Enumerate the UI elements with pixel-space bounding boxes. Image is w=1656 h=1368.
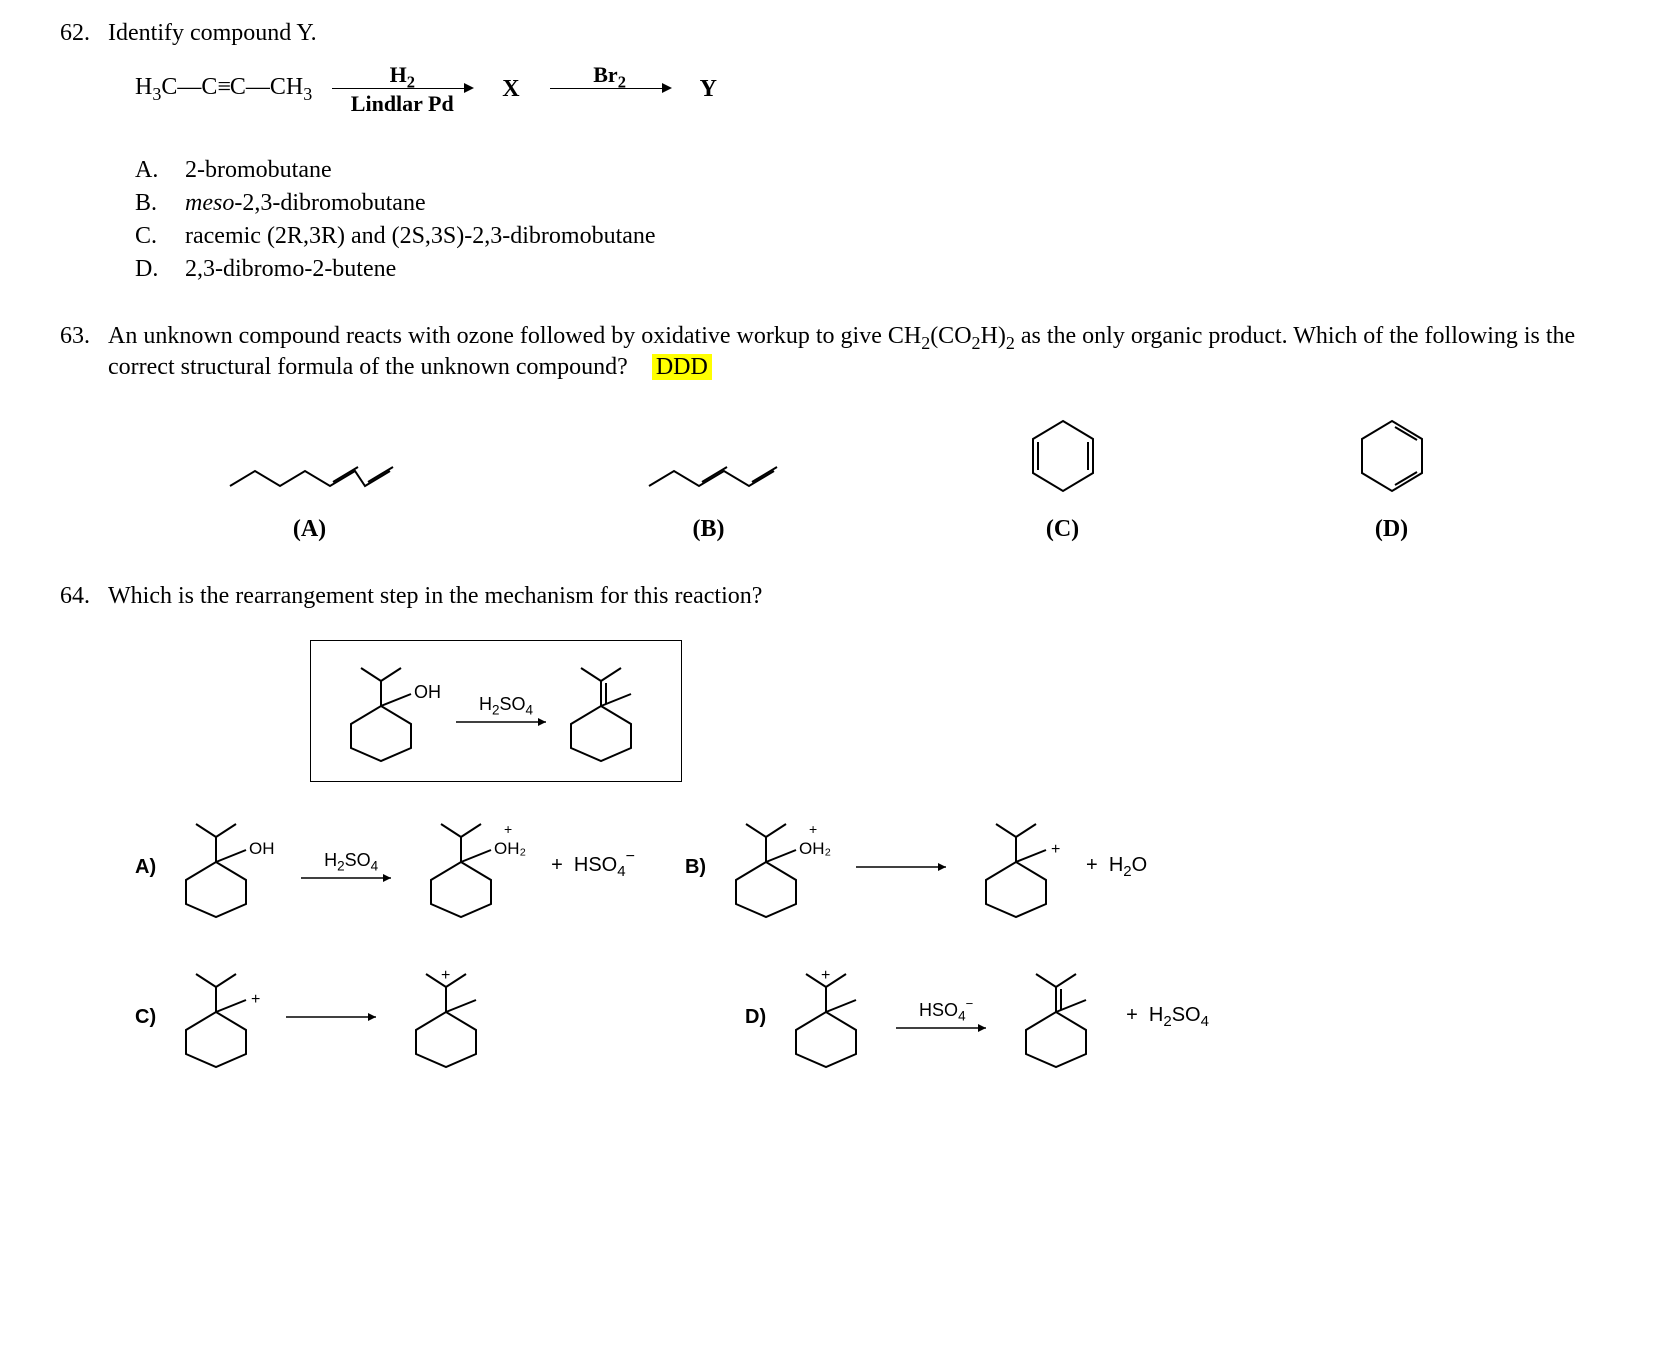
opt-a-product-icon: OH₂ + — [416, 812, 536, 922]
option-c: C. racemic (2R,3R) and (2S,3S)-2,3-dibro… — [135, 223, 1596, 250]
q64-option-b: B) OH₂ + — [685, 812, 1147, 922]
diene-a-icon — [220, 451, 400, 501]
opt-a-arrow: H2SO4 — [301, 850, 401, 884]
question-63: 63. An unknown compound reacts with ozon… — [60, 323, 1596, 543]
reactant: H3C—C≡C—CH3 — [135, 74, 312, 105]
q62-header: 62. Identify compound Y. — [60, 20, 1596, 47]
option-a: A. 2-bromobutane — [135, 157, 1596, 184]
q62-title: Identify compound Y. — [108, 20, 1596, 47]
structure-c: (C) — [1018, 411, 1108, 543]
structure-b: (B) — [639, 451, 779, 543]
q62-reaction: H3C—C≡C—CH3 H2 Lindlar Pd X Br2 Y — [135, 62, 1596, 117]
q62-options: A. 2-bromobutane B. meso-2,3-dibromobuta… — [135, 157, 1596, 283]
q64-option-d: D) + HSO4− — [745, 962, 1209, 1072]
opt-d-reactant-icon: + — [781, 962, 881, 1072]
q64-reaction-box: OH H2SO4 — [310, 640, 682, 782]
opt-b-arrow — [856, 861, 956, 873]
svg-text:+: + — [1051, 841, 1060, 858]
svg-text:+: + — [441, 967, 450, 984]
q64-number: 64. — [60, 583, 90, 610]
opt-a-reactant-icon: OH — [171, 812, 286, 922]
q63-header: 63. An unknown compound reacts with ozon… — [60, 323, 1596, 381]
opt-b-product-icon: + — [971, 812, 1071, 922]
question-62: 62. Identify compound Y. H3C—C≡C—CH3 H2 … — [60, 20, 1596, 283]
opt-d-arrow: HSO4− — [896, 1000, 996, 1034]
q62-number: 62. — [60, 20, 90, 47]
opt-b-extra: + H2O — [1086, 854, 1147, 880]
arrow-1: H2 Lindlar Pd — [332, 62, 472, 117]
box-arrow: H2SO4 — [456, 694, 556, 728]
question-64: 64. Which is the rearrangement step in t… — [60, 583, 1596, 1072]
option-b: B. meso-2,3-dibromobutane — [135, 190, 1596, 217]
intermediate-x: X — [502, 76, 519, 103]
q64-options: A) OH H2SO4 — [135, 812, 1596, 1072]
opt-c-arrow — [286, 1011, 386, 1023]
svg-text:+: + — [504, 821, 512, 837]
structure-a: (A) — [220, 451, 400, 543]
q63-structures: (A) (B) (C) (D) — [100, 411, 1556, 543]
cyclohexadiene-d-icon — [1347, 411, 1437, 501]
cyclohexadiene-c-icon — [1018, 411, 1108, 501]
opt-c-product-icon: + — [401, 962, 501, 1072]
svg-text:OH₂: OH₂ — [799, 839, 831, 858]
svg-text:+: + — [821, 967, 830, 984]
opt-d-product-icon — [1011, 962, 1111, 1072]
q64-header: 64. Which is the rearrangement step in t… — [60, 583, 1596, 610]
svg-text:OH: OH — [414, 682, 441, 702]
product-structure-icon — [556, 656, 656, 766]
svg-text:OH: OH — [249, 839, 275, 858]
q63-number: 63. — [60, 323, 90, 350]
option-d: D. 2,3-dibromo-2-butene — [135, 256, 1596, 283]
svg-text:+: + — [809, 821, 817, 837]
diene-b-icon — [639, 451, 779, 501]
q64-row-1: A) OH H2SO4 — [135, 812, 1596, 922]
opt-c-reactant-icon: + — [171, 962, 271, 1072]
q64-text: Which is the rearrangement step in the m… — [108, 583, 1596, 610]
highlight-ddd: DDD — [652, 354, 712, 380]
opt-b-reactant-icon: OH₂ + — [721, 812, 841, 922]
q63-text: An unknown compound reacts with ozone fo… — [108, 323, 1596, 381]
reactant-structure-icon: OH — [336, 656, 456, 766]
q64-option-a: A) OH H2SO4 — [135, 812, 635, 922]
product-y: Y — [700, 76, 717, 103]
arrow-2: Br2 — [550, 62, 670, 117]
opt-a-extra: + HSO4− — [551, 854, 635, 880]
arrow1-catalyst: Lindlar Pd — [351, 91, 454, 117]
q64-row-2: C) + + — [135, 962, 1596, 1072]
structure-d: (D) — [1347, 411, 1437, 543]
svg-text:OH₂: OH₂ — [494, 839, 526, 858]
q64-option-c: C) + + — [135, 962, 695, 1072]
opt-d-extra: + H2SO4 — [1126, 1004, 1209, 1030]
svg-text:+: + — [251, 991, 260, 1008]
box-reagent: H2SO4 — [479, 694, 533, 718]
